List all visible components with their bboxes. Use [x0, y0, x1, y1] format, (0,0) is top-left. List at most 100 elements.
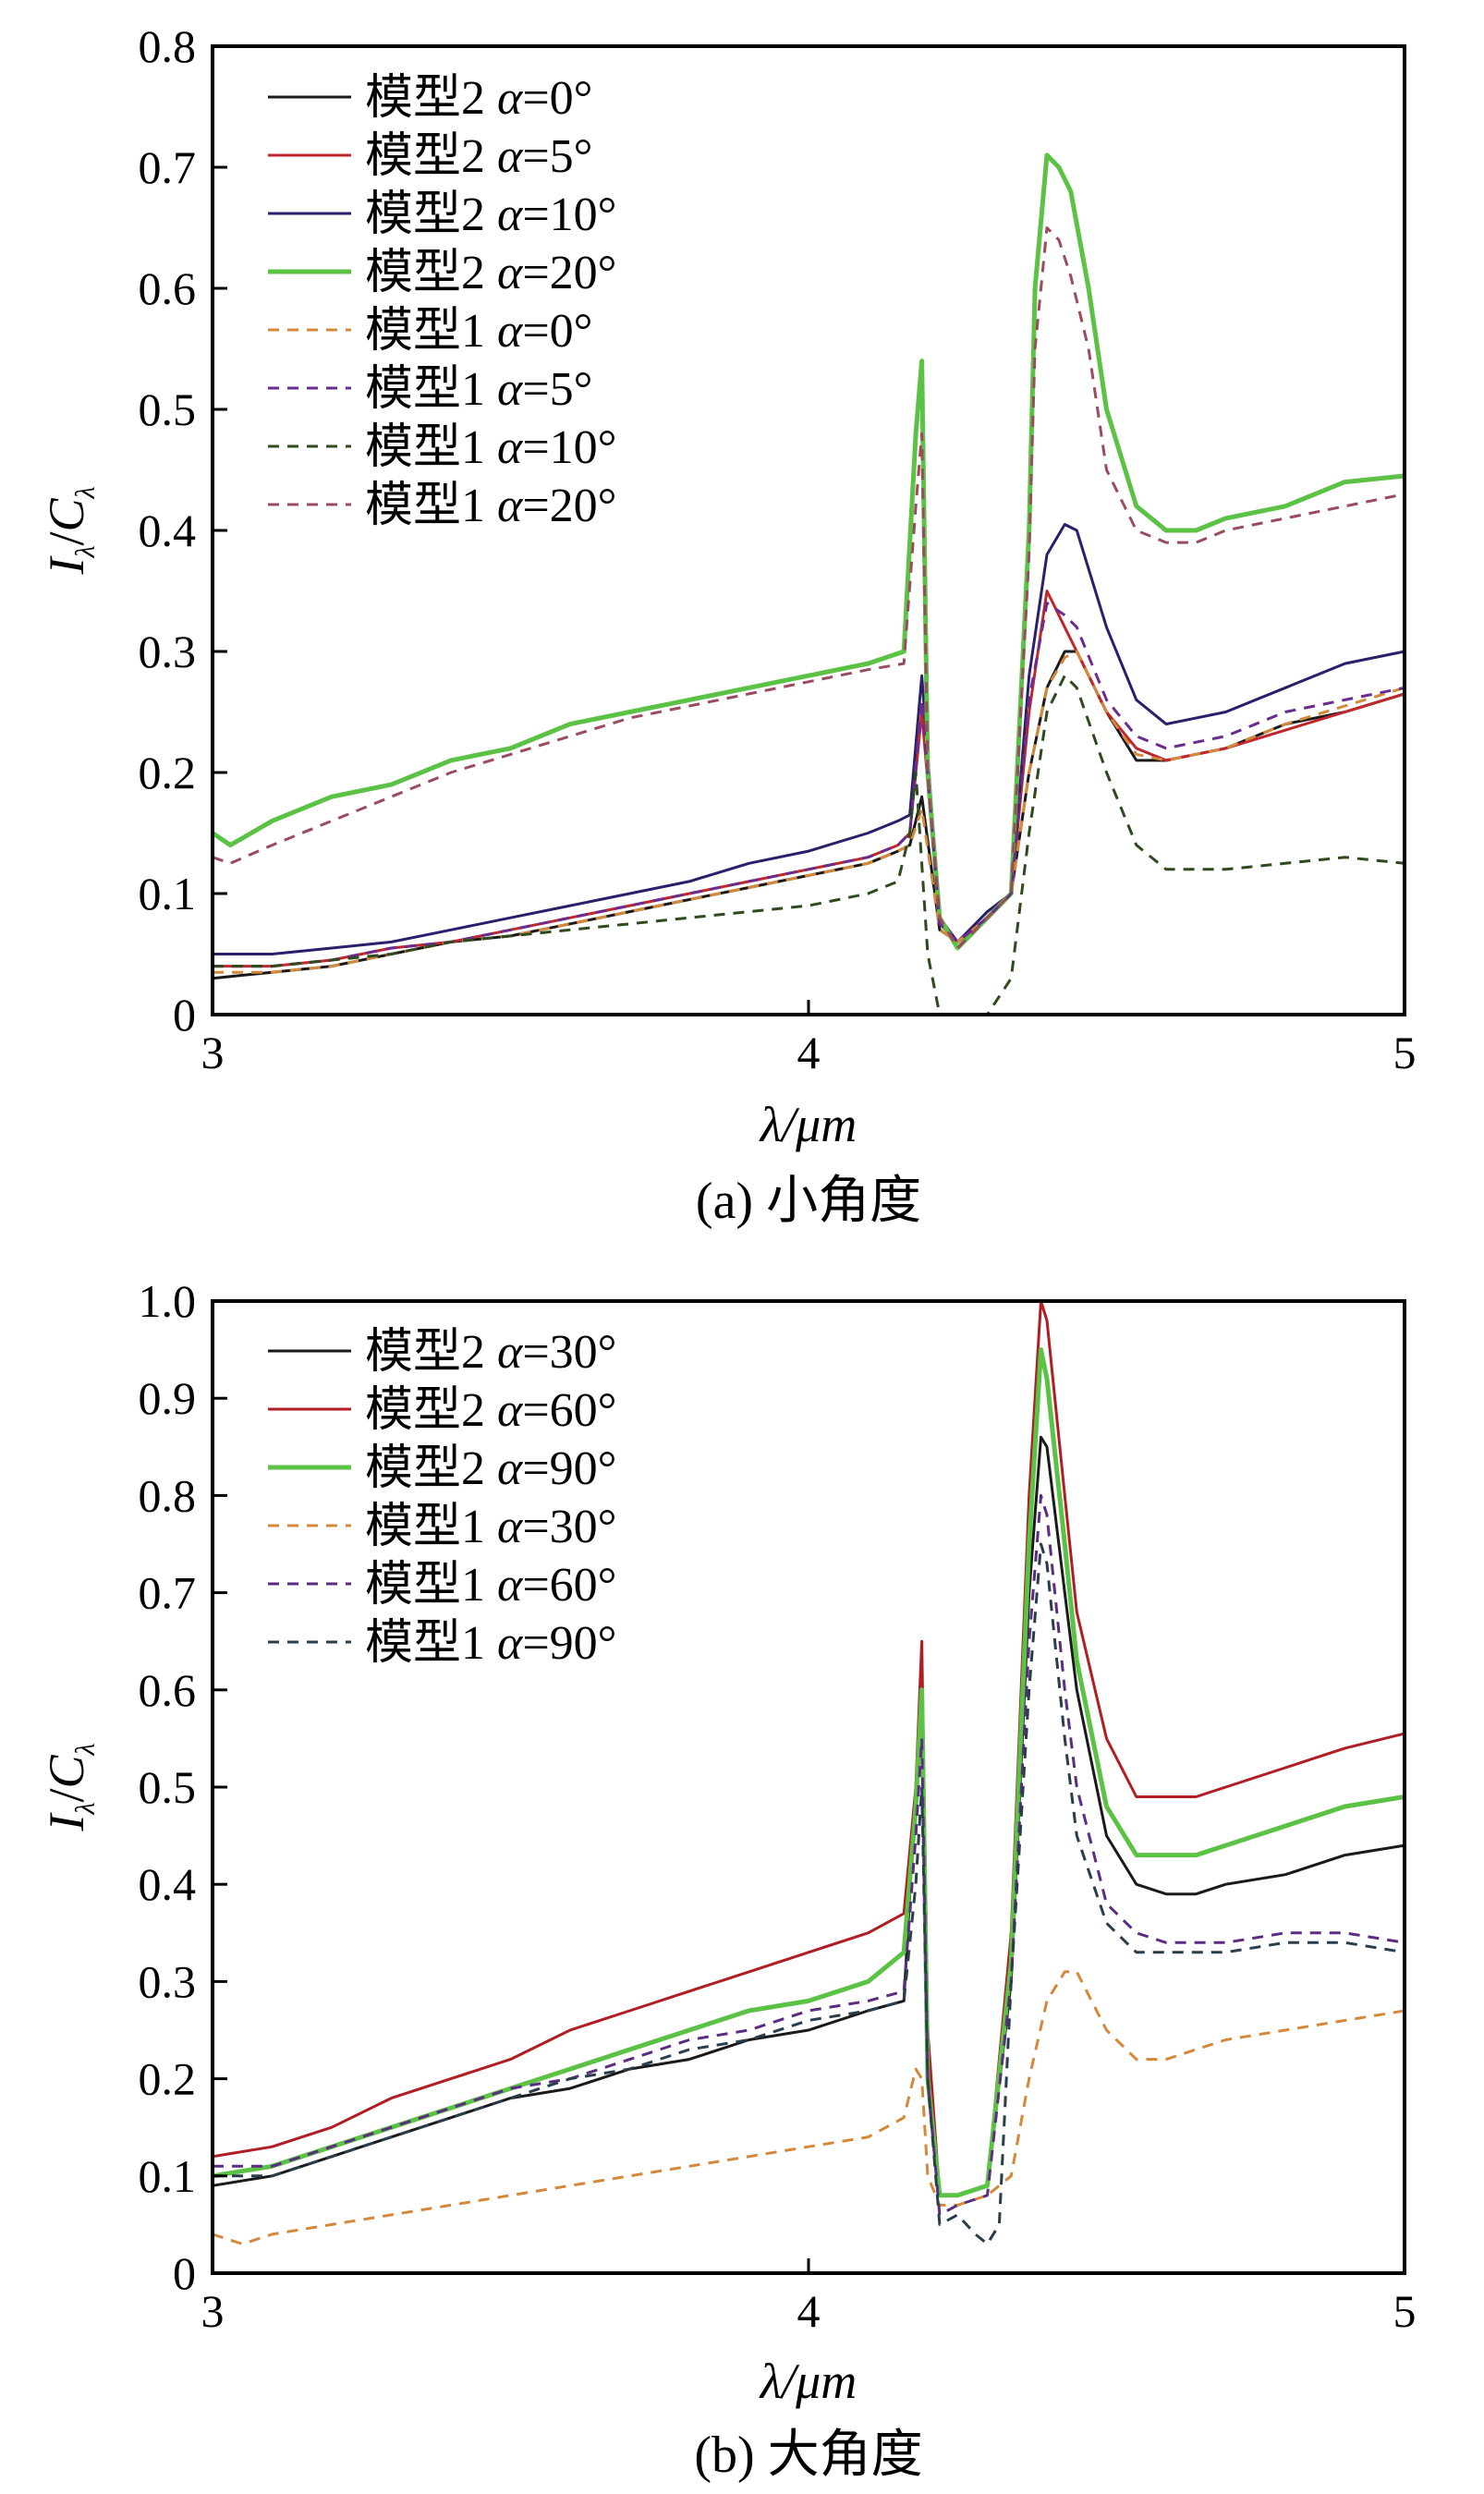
series-layer-a	[211, 152, 1405, 1016]
y-tick-label-a-4: 0.4	[139, 505, 197, 556]
legend-alpha-a-2: α	[497, 189, 524, 241]
x-tick-labels-b: 3 4 5	[201, 2285, 1417, 2337]
y-label-main-sub-a: λ	[70, 546, 101, 559]
legend-model-b-5: 模型1	[365, 1617, 497, 1670]
x-tick-labels-a: 3 4 5	[201, 1027, 1417, 1078]
legend-label-b-3: 模型1 α=30°	[365, 1501, 616, 1553]
y-tick-label-b-6: 0.6	[139, 1664, 197, 1716]
series-line-b-2	[212, 1347, 1405, 2198]
x-axis-label-b: λ/μm	[759, 2354, 858, 2409]
series-line-b-5	[213, 1542, 1405, 2245]
legend-model-a-6: 模型1	[365, 421, 497, 474]
y-tick-label-a-8: 0.8	[139, 20, 197, 72]
legend-model-a-5: 模型1	[365, 363, 497, 416]
legend-model-b-1: 模型2	[365, 1384, 497, 1437]
legend-label-a-5: 模型1 α=5°	[365, 363, 592, 416]
plot-frame-a	[211, 44, 1406, 1016]
legend-alpha-a-0: α	[497, 72, 524, 125]
y-tick-label-b-9: 0.9	[139, 1372, 197, 1424]
legend-value-b-1: =60°	[522, 1384, 616, 1437]
legend-model-a-4: 模型1	[365, 305, 497, 358]
svg-text:Iλ/Cλ: Iλ/Cλ	[39, 1743, 101, 1831]
series-line-a-1	[213, 590, 1405, 968]
legend-label-a-2: 模型2 α=10°	[365, 189, 616, 241]
legend-value-a-1: =5°	[522, 130, 592, 183]
legend-value-a-0: =0°	[522, 72, 592, 125]
legend-alpha-b-5: α	[497, 1617, 524, 1670]
y-tick-label-b-1: 0.1	[139, 2150, 197, 2202]
y-tick-labels-b: 0 0.1 0.2 0.3 0.4 0.5 0.6 0.7 0.8 0.9 1.0	[139, 1275, 197, 2299]
legend-label-a-4: 模型1 α=0°	[365, 305, 592, 358]
x-tick-label-b-0: 3	[201, 2285, 225, 2337]
caption-a: (a) 小角度	[696, 1173, 921, 1230]
legend-a: 模型2 α=0°模型2 α=5°模型2 α=10°模型2 α=20°模型1 α=…	[268, 72, 616, 532]
legend-alpha-a-3: α	[497, 247, 524, 299]
y-axis-label-b: Iλ/Cλ	[39, 1743, 101, 1831]
y-label-denom-sub-a: λ	[70, 486, 101, 499]
legend-model-b-4: 模型1	[365, 1559, 497, 1612]
legend-value-b-5: =90°	[522, 1617, 616, 1670]
legend-model-b-2: 模型2	[365, 1442, 497, 1495]
y-tick-label-a-5: 0.5	[139, 383, 197, 435]
legend-model-a-0: 模型2	[365, 72, 497, 125]
x-tick-label-b-2: 5	[1393, 2285, 1417, 2337]
y-label-denom-a: C	[39, 498, 94, 532]
series-line-a-6	[213, 674, 1405, 1016]
legend-alpha-a-7: α	[497, 480, 524, 532]
legend-label-b-4: 模型1 α=60°	[365, 1559, 616, 1612]
series-line-a-2	[213, 523, 1405, 955]
legend-value-a-4: =0°	[522, 305, 592, 358]
legend-label-a-6: 模型1 α=10°	[365, 421, 616, 474]
legend-value-a-6: =10°	[522, 421, 616, 474]
legend-value-a-7: =20°	[522, 480, 616, 532]
y-tick-label-a-7: 0.7	[139, 141, 197, 193]
y-label-slash-b: /	[39, 1789, 94, 1803]
y-tick-label-b-3: 0.3	[139, 1955, 197, 2007]
y-tick-label-b-2: 0.2	[139, 2053, 197, 2105]
y-label-main-b: I	[39, 1812, 94, 1832]
legend-value-a-3: =20°	[522, 247, 616, 299]
y-tick-label-b-10: 1.0	[139, 1275, 197, 1327]
legend-b: 模型2 α=30°模型2 α=60°模型2 α=90°模型1 α=30°模型1 …	[268, 1326, 616, 1670]
series-line-a-4	[213, 650, 1405, 974]
y-tick-labels-a: 0 0.1 0.2 0.3 0.4 0.5 0.6 0.7 0.8	[139, 20, 197, 1040]
y-axis-label-a: Iλ/Cλ	[39, 486, 101, 575]
legend-value-b-3: =30°	[522, 1501, 616, 1553]
y-tick-label-a-3: 0.3	[139, 626, 197, 677]
y-label-main-sub-b: λ	[70, 1803, 101, 1816]
legend-alpha-a-5: α	[497, 363, 524, 416]
legend-alpha-a-6: α	[497, 421, 524, 474]
y-label-denom-b: C	[39, 1755, 94, 1789]
y-tick-label-b-7: 0.7	[139, 1567, 197, 1619]
legend-model-b-3: 模型1	[365, 1501, 497, 1553]
x-tick-label-b-1: 4	[797, 2285, 821, 2337]
legend-label-b-2: 模型2 α=90°	[365, 1442, 616, 1495]
caption-b: (b) 大角度	[694, 2427, 922, 2484]
legend-alpha-b-0: α	[497, 1326, 524, 1379]
legend-value-a-2: =10°	[522, 189, 616, 241]
x-axis-label-a: λ/μm	[759, 1097, 858, 1152]
legend-value-b-4: =60°	[522, 1559, 616, 1612]
svg-text:Iλ/Cλ: Iλ/Cλ	[39, 486, 101, 575]
x-tick-label-a-2: 5	[1393, 1027, 1417, 1078]
series-line-a-0	[212, 650, 1405, 980]
y-tick-label-a-6: 0.6	[139, 262, 197, 314]
legend-label-a-7: 模型1 α=20°	[365, 480, 616, 532]
legend-label-b-0: 模型2 α=30°	[365, 1326, 616, 1379]
y-label-slash-a: /	[39, 532, 94, 546]
legend-alpha-b-1: α	[497, 1384, 524, 1437]
legend-label-a-1: 模型2 α=5°	[365, 130, 592, 183]
legend-alpha-a-4: α	[497, 305, 524, 358]
legend-alpha-b-3: α	[497, 1501, 524, 1553]
y-tick-label-a-2: 0.2	[139, 747, 197, 798]
y-tick-label-b-0: 0	[173, 2247, 196, 2299]
legend-value-b-0: =30°	[522, 1326, 616, 1379]
legend-model-a-7: 模型1	[365, 480, 497, 532]
y-tick-label-a-1: 0.1	[139, 868, 197, 919]
legend-model-b-0: 模型2	[365, 1326, 497, 1379]
legend-value-b-2: =90°	[522, 1442, 616, 1495]
y-tick-label-b-4: 0.4	[139, 1858, 197, 1910]
y-tick-label-a-0: 0	[173, 989, 196, 1040]
